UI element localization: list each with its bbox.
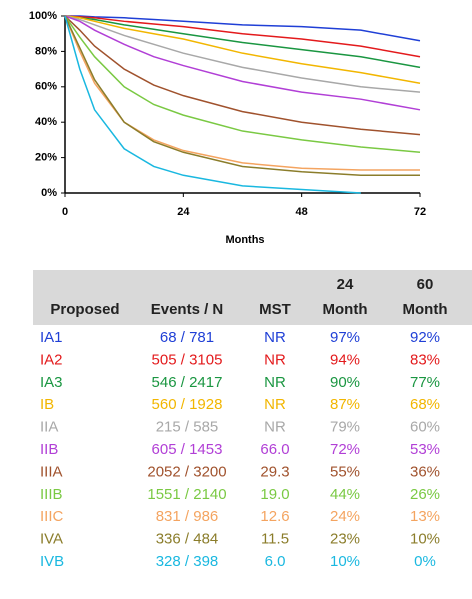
survival-curve [64,15,421,111]
table-cell: 44% [330,486,360,503]
stage-label: IB [40,396,54,413]
survival-curve [65,15,421,42]
table-cell: 97% [330,329,360,346]
survival-curve [64,15,421,93]
table-cell: NR [264,396,286,413]
table-cell: 60% [410,419,440,436]
table-cell: 0% [414,553,436,570]
table-cell: 546 / 2417 [152,374,223,391]
stage-label: IVB [40,553,64,570]
stage-label: IA1 [40,329,63,346]
table-cell: 87% [330,396,360,413]
table-cell: 68% [410,396,440,413]
table-cell: 13% [410,508,440,525]
table-cell: 90% [330,374,360,391]
y-tick-label: 40% [35,116,57,128]
table-header: MST [259,301,291,318]
y-tick-label: 20% [35,152,57,164]
table-header: Month [403,301,448,318]
table-header: Events / N [151,301,224,318]
table-cell: 94% [330,351,360,368]
survival-curve [64,15,421,69]
table-header: Month [323,301,368,318]
table-cell: 24% [330,508,360,525]
table-cell: 53% [410,441,440,458]
table-cell: 23% [330,531,360,548]
table-cell: NR [264,351,286,368]
stage-label: IIIA [40,463,63,480]
table-cell: 66.0 [260,441,289,458]
stage-label: IIB [40,441,58,458]
table-cell: NR [264,419,286,436]
table-cell: 605 / 1453 [152,441,223,458]
table-cell: 36% [410,463,440,480]
y-tick-label: 60% [35,81,57,93]
table-cell: 6.0 [265,553,286,570]
table-header: 60 [417,276,434,293]
survival-curve [64,15,420,177]
table-cell: 336 / 484 [156,531,219,548]
stage-label: IIIB [40,486,63,503]
stage-label: IA3 [40,374,63,391]
table-cell: 1551 / 2140 [147,486,226,503]
table-cell: 83% [410,351,440,368]
table-cell: 19.0 [260,486,289,503]
table-cell: 55% [330,463,360,480]
y-tick-label: 100% [29,10,57,22]
table-cell: 77% [410,374,440,391]
table-cell: 10% [410,531,440,548]
table-cell: 26% [410,486,440,503]
table-cell: 12.6 [260,508,289,525]
table-cell: 68 / 781 [160,329,214,346]
x-axis-label: Months [225,234,264,246]
stage-label: IVA [40,531,63,548]
table-cell: 11.5 [261,531,289,548]
table-header: Proposed [50,301,119,318]
table-cell: 92% [410,329,440,346]
table-header: 24 [337,276,354,293]
table-cell: 560 / 1928 [152,396,223,413]
stage-label: IIA [40,419,58,436]
survival-curve [64,15,361,194]
survival-curve [64,15,421,136]
survival-curve [64,15,421,84]
table-cell: 2052 / 3200 [147,463,226,480]
table-cell: 328 / 398 [156,553,219,570]
survival-curve [64,15,421,154]
y-tick-label: 80% [35,45,57,57]
x-tick-label: 24 [177,206,190,218]
table-cell: 29.3 [260,463,289,480]
table-cell: 831 / 986 [156,508,219,525]
survival-curve [64,15,420,171]
table-cell: 72% [330,441,360,458]
table-cell: 79% [330,419,360,436]
table-cell: NR [264,374,286,391]
x-tick-label: 72 [414,206,426,218]
table-cell: NR [264,329,286,346]
table-cell: 10% [330,553,360,570]
y-tick-label: 0% [41,187,57,199]
table-cell: 215 / 585 [156,419,219,436]
survival-curve [64,15,421,58]
stage-label: IA2 [40,351,63,368]
table-header-bg [33,270,472,325]
x-tick-label: 48 [296,206,308,218]
stage-label: IIIC [40,508,64,525]
x-tick-label: 0 [62,206,68,218]
table-cell: 505 / 3105 [152,351,223,368]
